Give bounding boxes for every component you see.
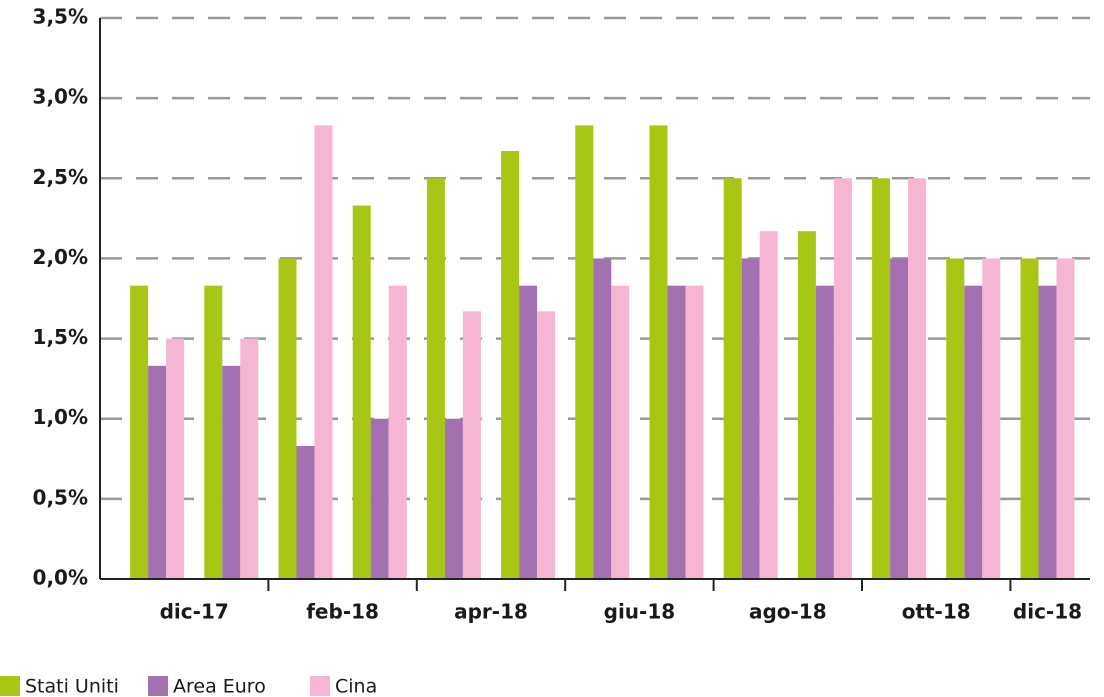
bar — [759, 231, 778, 579]
x-tick-label: ago-18 — [749, 600, 827, 624]
bar — [314, 125, 333, 580]
legend-swatch — [0, 676, 20, 696]
bar — [964, 285, 983, 579]
y-tick-label: 0,0% — [33, 566, 88, 590]
y-tick-label: 2,5% — [33, 165, 88, 189]
y-tick-label: 1,5% — [33, 325, 88, 349]
bar — [649, 125, 668, 580]
bar — [1020, 258, 1039, 579]
bar — [148, 365, 167, 579]
legend-label: Stati Uniti — [25, 676, 119, 697]
y-tick-label: 0,5% — [33, 485, 88, 509]
y-tick-label: 1,0% — [33, 405, 88, 429]
bar — [872, 178, 891, 580]
x-tick-label: dic-17 — [160, 600, 229, 624]
bar — [296, 445, 315, 579]
legend-swatch — [310, 676, 330, 696]
bar — [946, 258, 965, 579]
bar — [611, 285, 630, 579]
bar — [501, 151, 520, 579]
bar — [593, 258, 612, 579]
bar — [982, 258, 1001, 579]
bar — [130, 285, 149, 579]
bar — [222, 365, 241, 579]
x-tick-label: giu-18 — [604, 600, 676, 624]
bar — [833, 178, 852, 580]
legend-label: Cina — [335, 676, 377, 697]
bar — [537, 311, 556, 579]
x-tick-label: dic-18 — [1013, 600, 1082, 624]
bar — [519, 285, 538, 579]
bar — [667, 285, 686, 579]
bar — [462, 311, 481, 579]
x-tick-label: ott-18 — [902, 600, 971, 624]
y-tick-label: 2,0% — [33, 245, 88, 269]
bar — [575, 125, 594, 580]
y-tick-label: 3,0% — [33, 85, 88, 109]
bar — [723, 178, 742, 580]
bar — [240, 338, 259, 579]
bar — [815, 285, 834, 579]
bar — [797, 231, 816, 579]
legend-label: Area Euro — [173, 676, 266, 697]
bar — [370, 418, 389, 579]
bar — [166, 338, 185, 579]
bar — [388, 285, 407, 579]
bar — [908, 178, 927, 580]
x-tick-label: feb-18 — [306, 600, 379, 624]
bar — [444, 418, 463, 579]
x-tick-label: apr-18 — [454, 600, 528, 624]
bar — [1056, 258, 1075, 579]
bar — [890, 258, 909, 579]
bar — [426, 178, 445, 580]
bar — [204, 285, 223, 579]
bar — [278, 258, 297, 579]
legend-swatch — [148, 676, 168, 696]
bar — [685, 285, 704, 579]
bar — [1038, 285, 1057, 579]
y-tick-label: 3,5% — [33, 5, 88, 29]
bar — [741, 258, 760, 579]
bar — [352, 205, 371, 579]
